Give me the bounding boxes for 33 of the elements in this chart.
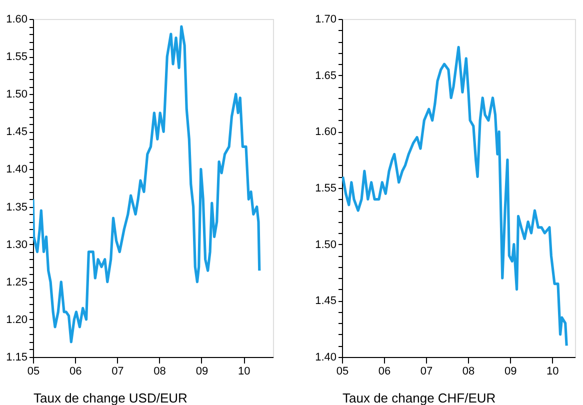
x-tick-label: 06 [69, 366, 82, 378]
y-tick-label: 1.45 [6, 126, 28, 138]
y-tick-label: 1.60 [6, 14, 28, 26]
line-series [342, 46, 568, 348]
x-axis-title: Taux de change CHF/EUR [342, 390, 496, 405]
y-tick-label: 1.15 [6, 352, 28, 364]
y-tick-label: 1.35 [6, 201, 28, 214]
y-tick-label: 1.40 [6, 164, 28, 176]
x-tick-label: 07 [112, 366, 124, 378]
y-tick-label: 1.40 [315, 352, 336, 364]
x-tick-label: 05 [336, 366, 349, 378]
y-tick-label: 1.70 [315, 14, 336, 26]
y-tick-label: 1.55 [315, 182, 336, 194]
x-tick-label: 09 [504, 366, 517, 378]
x-tick-label: 06 [378, 366, 391, 378]
x-tick-label: 08 [462, 366, 475, 378]
y-tick-label: 1.55 [6, 51, 28, 64]
y-tick-label: 1.50 [315, 238, 336, 251]
y-tick-label: 1.45 [315, 295, 336, 308]
x-tick-label: 09 [196, 366, 208, 378]
y-tick-label: 1.25 [6, 276, 28, 288]
x-tick-label: 10 [546, 366, 559, 378]
x-tick-label: 10 [238, 366, 250, 378]
y-tick-label: 1.60 [315, 126, 336, 138]
x-axis-title: Taux de change USD/EUR [34, 390, 188, 405]
y-tick-label: 1.30 [6, 238, 28, 251]
x-tick-label: 05 [27, 366, 40, 378]
x-tick-label: 08 [154, 366, 166, 378]
line-series [33, 25, 261, 344]
x-tick-label: 07 [420, 366, 433, 378]
y-tick-label: 1.50 [6, 88, 28, 101]
y-tick-label: 1.65 [315, 70, 336, 82]
y-tick-label: 1.20 [6, 314, 28, 326]
